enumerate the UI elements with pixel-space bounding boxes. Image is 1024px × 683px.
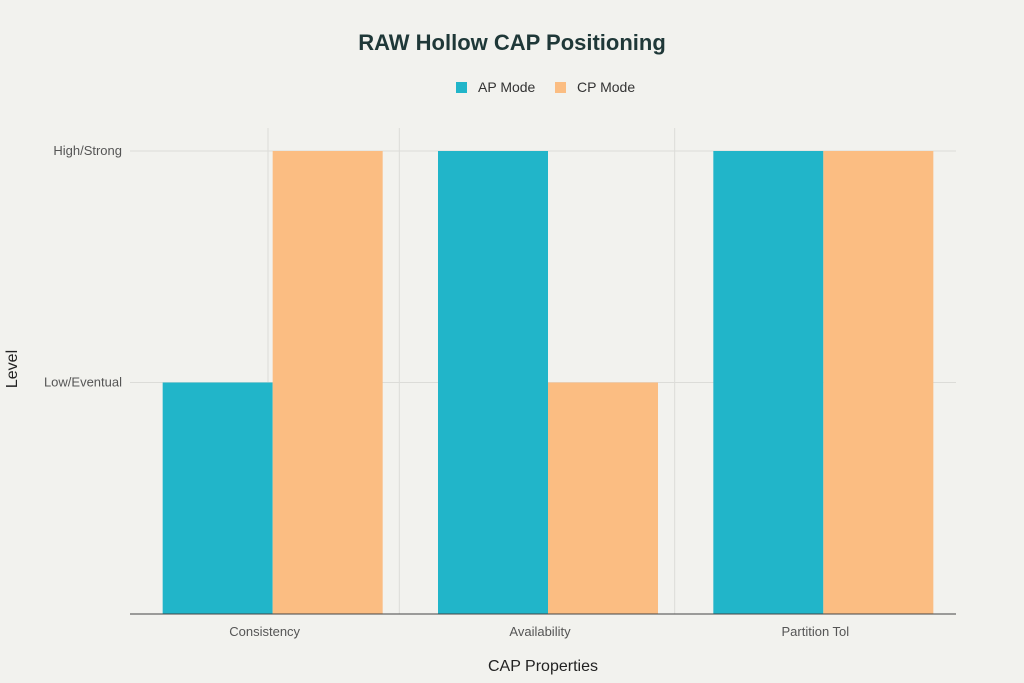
x-tick-label: Consistency <box>229 624 300 639</box>
bars <box>162 151 934 614</box>
legend: AP Mode CP Mode <box>456 79 635 95</box>
y-axis-label: Level <box>4 350 21 388</box>
y-tick-label: High/Strong <box>53 143 122 158</box>
y-tick-label: Low/Eventual <box>44 375 122 390</box>
bar-cp-mode-availability <box>548 382 658 614</box>
x-tick-label: Partition Tol <box>781 624 849 639</box>
bar-ap-mode-consistency <box>162 382 273 614</box>
bar-cp-mode-partition-tol <box>823 151 934 614</box>
legend-swatch <box>456 82 467 93</box>
legend-label: AP Mode <box>478 79 536 95</box>
x-tick-label: Availability <box>509 624 571 639</box>
bar-ap-mode-partition-tol <box>713 151 824 614</box>
x-tick-labels: Consistency Availability Partition Tol <box>229 624 849 639</box>
legend-swatch <box>555 82 566 93</box>
y-tick-labels: Low/Eventual High/Strong <box>44 143 122 390</box>
x-axis-label: CAP Properties <box>488 658 598 675</box>
bar-cp-mode-consistency <box>272 151 383 614</box>
legend-label: CP Mode <box>577 79 635 95</box>
chart-title: RAW Hollow CAP Positioning <box>358 30 666 55</box>
bar-ap-mode-availability <box>438 151 548 614</box>
